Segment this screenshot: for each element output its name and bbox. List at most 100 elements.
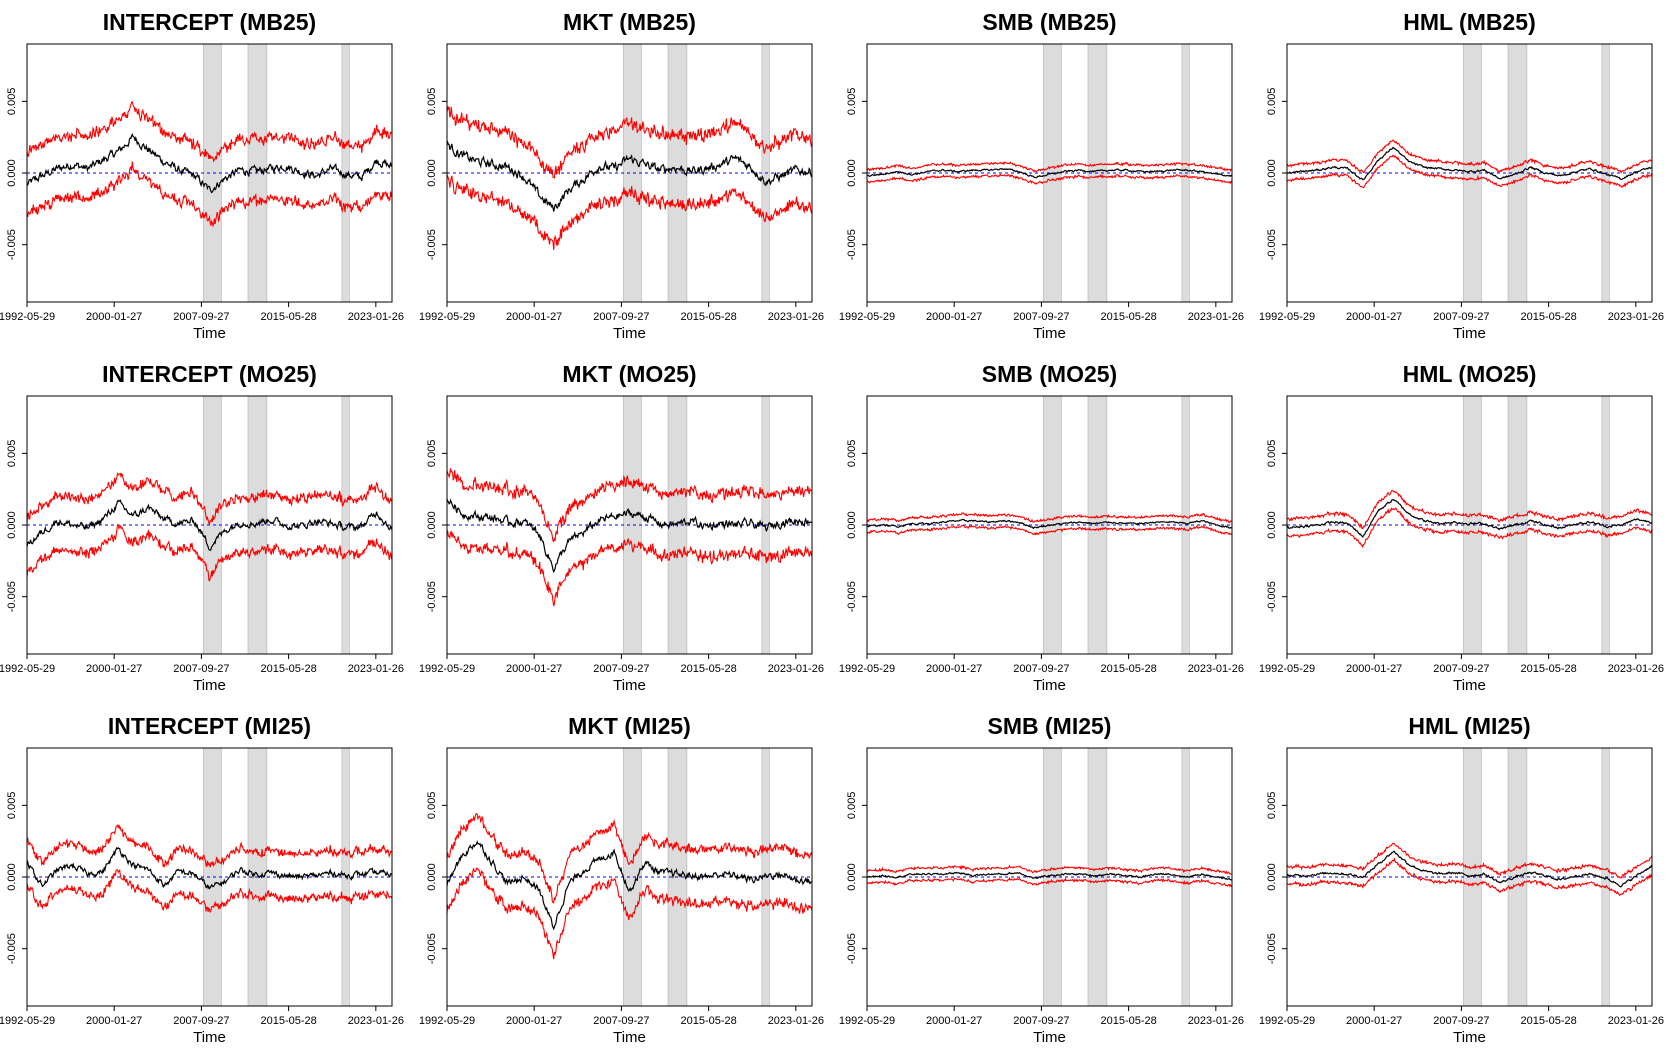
estimate-line xyxy=(27,846,392,890)
x-tick-label: 2015-05-28 xyxy=(260,663,316,675)
lower-band-line xyxy=(867,876,1232,888)
panel-title: SMB (MB25) xyxy=(982,9,1116,35)
x-tick-label: 2023-01-26 xyxy=(1608,311,1664,323)
y-tick-label: 0.000 xyxy=(426,863,438,891)
upper-band-line xyxy=(447,106,812,179)
chart-panel: MKT (MB25) -0.005 0.000 0.005 1992-05-29 2000… xyxy=(419,9,824,342)
x-tick-label: 2000-01-27 xyxy=(926,1015,982,1027)
x-tick-label: 2007-09-27 xyxy=(593,663,649,675)
x-tick-label: 2023-01-26 xyxy=(348,1015,404,1027)
estimate-line xyxy=(1287,146,1652,181)
y-tick-label: 0.000 xyxy=(426,159,438,187)
x-tick-label: 2007-09-27 xyxy=(1433,311,1489,323)
upper-band-line xyxy=(867,864,1232,875)
x-tick-label: 2000-01-27 xyxy=(506,1015,562,1027)
estimate-line xyxy=(1287,850,1652,888)
chart-panel: SMB (MB25) -0.005 0.000 0.005 1992-05-29 2000… xyxy=(839,9,1244,342)
panel-title: HML (MI25) xyxy=(1408,713,1530,739)
x-tick-label: 1992-05-29 xyxy=(419,1015,475,1027)
y-tick-label: 0.000 xyxy=(846,159,858,187)
x-axis-title: Time xyxy=(613,1029,646,1046)
upper-band-line xyxy=(1287,490,1652,530)
x-tick-label: 2023-01-26 xyxy=(1188,663,1244,675)
y-tick-label: -0.005 xyxy=(1266,581,1278,612)
chart-panel: SMB (MI25) -0.005 0.000 0.005 1992-05-29 2000… xyxy=(839,713,1244,1046)
x-tick-label: 2015-05-28 xyxy=(1100,1015,1156,1027)
panel-title: MKT (MI25) xyxy=(568,713,691,739)
upper-band-line xyxy=(867,512,1232,524)
y-tick-label: 0.000 xyxy=(846,863,858,891)
estimate-line xyxy=(867,871,1232,881)
x-tick-label: 2007-09-27 xyxy=(1013,663,1069,675)
estimate-line xyxy=(447,498,812,574)
chart-panel: SMB (MO25) -0.005 0.000 0.005 1992-05-29 2000… xyxy=(839,361,1244,694)
x-tick-label: 1992-05-29 xyxy=(419,311,475,323)
lower-band-line xyxy=(27,524,392,582)
y-tick-label: -0.005 xyxy=(426,581,438,612)
x-tick-label: 2015-05-28 xyxy=(1520,663,1576,675)
x-tick-label: 2007-09-27 xyxy=(1433,1015,1489,1027)
y-tick-label: -0.005 xyxy=(846,229,858,260)
x-tick-label: 1992-05-29 xyxy=(839,1015,895,1027)
x-axis-title: Time xyxy=(1453,1029,1486,1046)
lower-band-line xyxy=(27,161,392,228)
x-tick-label: 1992-05-29 xyxy=(0,663,55,675)
lower-band-line xyxy=(27,869,392,914)
x-tick-label: 2023-01-26 xyxy=(768,311,824,323)
x-axis-title: Time xyxy=(613,677,646,694)
lower-band-line xyxy=(447,530,812,607)
recession-shade xyxy=(203,395,222,655)
upper-band-line xyxy=(447,812,812,904)
x-axis-title: Time xyxy=(1453,325,1486,342)
y-tick-label: 0.000 xyxy=(426,511,438,539)
x-tick-label: 2015-05-28 xyxy=(1100,311,1156,323)
lower-band-line xyxy=(1287,857,1652,897)
estimate-line xyxy=(867,518,1232,530)
lower-band-line xyxy=(867,173,1232,185)
y-tick-label: 0.005 xyxy=(846,88,858,116)
y-tick-label: -0.005 xyxy=(846,933,858,964)
y-tick-label: 0.005 xyxy=(426,792,438,820)
x-tick-label: 2007-09-27 xyxy=(1013,1015,1069,1027)
x-tick-label: 2015-05-28 xyxy=(680,311,736,323)
y-tick-label: 0.005 xyxy=(426,88,438,116)
x-axis-title: Time xyxy=(1453,677,1486,694)
y-tick-label: -0.005 xyxy=(6,581,18,612)
x-tick-label: 2007-09-27 xyxy=(1013,311,1069,323)
x-tick-label: 1992-05-29 xyxy=(839,311,895,323)
x-tick-label: 2015-05-28 xyxy=(260,311,316,323)
panel-title: SMB (MO25) xyxy=(982,361,1117,387)
x-tick-label: 2023-01-26 xyxy=(1608,663,1664,675)
recession-shade xyxy=(1463,43,1482,303)
x-tick-label: 2023-01-26 xyxy=(348,663,404,675)
x-tick-label: 2023-01-26 xyxy=(768,1015,824,1027)
y-tick-label: -0.005 xyxy=(6,933,18,964)
x-tick-label: 2015-05-28 xyxy=(1520,1015,1576,1027)
x-tick-label: 2000-01-27 xyxy=(506,663,562,675)
panel-title: INTERCEPT (MO25) xyxy=(102,361,317,387)
x-tick-label: 2023-01-26 xyxy=(768,663,824,675)
lower-band-line xyxy=(867,524,1232,536)
x-tick-label: 1992-05-29 xyxy=(0,1015,55,1027)
y-tick-label: 0.005 xyxy=(1266,792,1278,820)
chart-panel: MKT (MI25) -0.005 0.000 0.005 1992-05-29 2000… xyxy=(419,713,824,1046)
y-tick-label: 0.005 xyxy=(1266,440,1278,468)
x-tick-label: 2023-01-26 xyxy=(1188,1015,1244,1027)
y-tick-label: -0.005 xyxy=(1266,229,1278,260)
recession-shade xyxy=(1463,747,1482,1007)
y-tick-label: 0.000 xyxy=(846,511,858,539)
y-tick-label: 0.000 xyxy=(1266,511,1278,539)
x-tick-label: 2023-01-26 xyxy=(1188,311,1244,323)
panel-title: INTERCEPT (MB25) xyxy=(103,9,316,35)
panel-title: SMB (MI25) xyxy=(988,713,1112,739)
upper-band-line xyxy=(447,468,812,543)
x-axis-title: Time xyxy=(1033,677,1066,694)
x-axis-title: Time xyxy=(193,1029,226,1046)
lower-band-line xyxy=(1287,507,1652,549)
x-tick-label: 2007-09-27 xyxy=(173,663,229,675)
estimate-line xyxy=(447,840,812,931)
chart-panel: INTERCEPT (MB25) -0.005 0.000 0.005 1992-05-… xyxy=(0,9,404,342)
x-tick-label: 2023-01-26 xyxy=(348,311,404,323)
recession-shade xyxy=(1463,395,1482,655)
y-tick-label: 0.000 xyxy=(1266,863,1278,891)
